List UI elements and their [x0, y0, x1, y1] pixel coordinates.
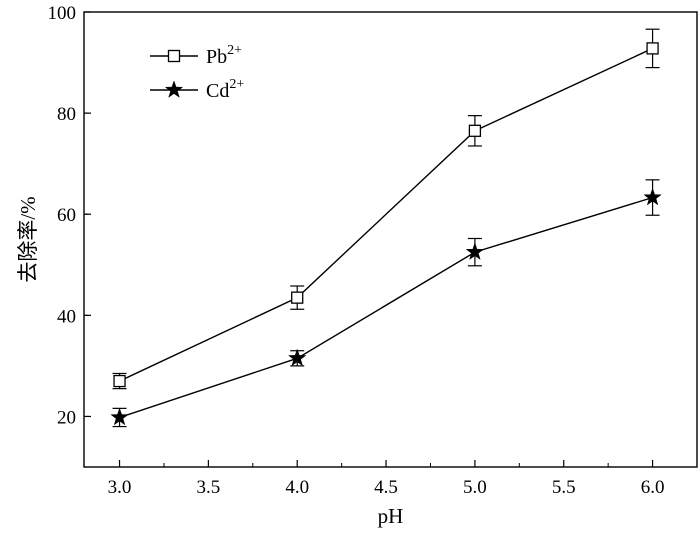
data-point — [113, 374, 126, 388]
data-point — [291, 291, 304, 304]
legend-entry: Pb2+ — [150, 43, 242, 68]
x-tick-label: 5.5 — [552, 477, 576, 498]
series-line — [119, 47, 653, 382]
x-tick-label: 5.0 — [463, 477, 487, 498]
series-line — [119, 196, 653, 419]
data-point — [110, 407, 129, 426]
y-tick-label: 60 — [57, 205, 76, 226]
series-layer — [110, 28, 662, 428]
series-cd — [110, 179, 662, 428]
plot-frame — [83, 11, 698, 468]
legend-marker — [164, 80, 184, 98]
y-axis: 20 40 60 80 100 — [48, 3, 91, 428]
x-tick-label: 3.5 — [197, 477, 221, 498]
data-point — [287, 348, 307, 367]
legend: Pb2+ Cd2+ — [150, 43, 244, 102]
legend-label: Cd2+ — [206, 77, 244, 102]
legend-marker — [167, 49, 181, 63]
legend-entry: Cd2+ — [150, 77, 244, 102]
x-tick-label: 4.0 — [285, 477, 309, 498]
x-axis-label: pH — [378, 504, 404, 528]
legend-label: Pb2+ — [206, 43, 242, 68]
series-pb — [112, 28, 660, 390]
y-tick-label: 80 — [57, 104, 76, 125]
y-tick-label: 100 — [48, 3, 77, 24]
y-axis-label: 去除率/% — [16, 196, 40, 282]
plot-area-border — [83, 11, 698, 468]
data-point — [468, 124, 482, 137]
x-tick-label: 4.5 — [374, 477, 398, 498]
data-point — [643, 187, 662, 206]
x-tick-label: 3.0 — [108, 477, 132, 498]
data-point — [646, 42, 659, 55]
y-tick-label: 20 — [57, 407, 76, 428]
y-tick-label: 40 — [57, 306, 76, 327]
data-point — [465, 242, 485, 261]
x-axis: 3.0 3.5 4.0 4.5 5.0 5.5 6.0 — [108, 460, 665, 498]
x-tick-label: 6.0 — [641, 477, 665, 498]
